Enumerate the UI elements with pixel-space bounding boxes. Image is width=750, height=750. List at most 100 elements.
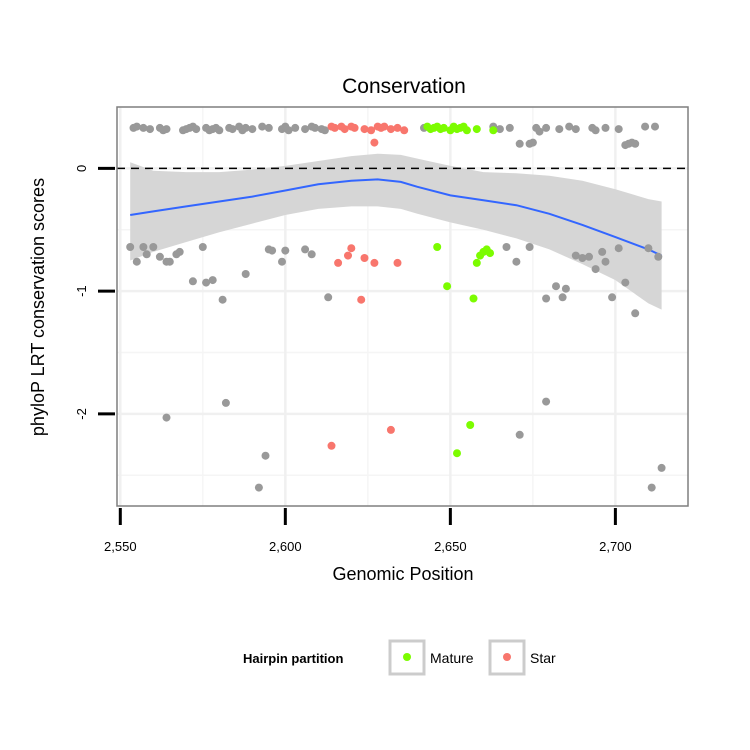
point-other [555, 125, 564, 134]
legend-mature-swatch [403, 653, 411, 661]
point-star [400, 126, 409, 135]
x-tick-label: 2,550 [104, 539, 137, 554]
point-star [357, 295, 366, 304]
point-other [139, 123, 148, 132]
point-other [614, 244, 623, 253]
smooth-trend-line [130, 178, 663, 257]
x-tick-label: 2,650 [434, 539, 467, 554]
point-other [241, 123, 250, 132]
point-other [565, 122, 574, 131]
point-other [221, 398, 230, 407]
point-other [248, 125, 257, 134]
y-tick-label: 0 [74, 165, 89, 172]
point-other [542, 123, 551, 132]
point-other [291, 123, 300, 132]
point-other [254, 483, 263, 492]
point-other [591, 126, 600, 135]
point-star [386, 125, 395, 134]
point-mature [469, 294, 478, 303]
point-other [162, 413, 171, 422]
point-other [608, 293, 617, 302]
point-other [202, 278, 211, 287]
point-star [380, 122, 389, 131]
point-other [261, 451, 270, 460]
point-other [215, 126, 224, 135]
point-mature [466, 421, 475, 429]
point-mature [486, 249, 494, 258]
point-other [162, 125, 171, 134]
point-other [535, 127, 544, 136]
y-axis-title: phyloP LRT conservation scores [28, 178, 48, 436]
point-other [307, 250, 316, 259]
point-star [370, 138, 379, 147]
point-other [284, 126, 293, 135]
point-other [502, 243, 511, 251]
point-other [631, 309, 640, 318]
point-other [132, 122, 141, 131]
point-other [654, 252, 663, 261]
point-other [571, 125, 580, 134]
point-other [324, 293, 333, 302]
point-other [598, 247, 607, 256]
point-star [393, 123, 402, 132]
y-axis: 0 -1 -2 [74, 165, 115, 420]
point-other [278, 257, 286, 266]
point-other [542, 397, 551, 406]
point-other [525, 243, 534, 251]
point-star [370, 258, 379, 267]
point-mature [472, 258, 481, 267]
point-star [327, 441, 336, 450]
legend-star-swatch [503, 653, 511, 661]
legend-label-star: Star [530, 650, 556, 666]
point-other [218, 295, 227, 304]
point-other [192, 125, 201, 134]
point-other [165, 257, 174, 266]
point-other [591, 265, 600, 274]
point-star [340, 125, 349, 134]
point-other [188, 277, 197, 286]
legend-label-mature: Mature [430, 650, 474, 666]
point-mature [433, 243, 442, 251]
smooth-line [130, 178, 663, 257]
point-other [657, 463, 666, 472]
point-other [142, 250, 151, 259]
point-other [631, 139, 640, 148]
x-axis-title: Genomic Position [332, 564, 473, 584]
point-other [528, 138, 537, 147]
point-other [512, 257, 521, 266]
point-other [614, 125, 623, 134]
point-star [367, 126, 376, 135]
point-mature [489, 126, 498, 135]
point-other [301, 125, 310, 134]
point-other [644, 244, 653, 253]
chart-title: Conservation [342, 75, 466, 98]
point-other [126, 243, 135, 251]
point-other [149, 243, 158, 251]
point-other [241, 270, 250, 278]
point-star [347, 244, 356, 253]
y-tick-label: -1 [74, 285, 89, 297]
point-mature [443, 282, 452, 291]
point-star [334, 258, 343, 267]
point-other [258, 122, 267, 131]
point-other [311, 123, 319, 132]
point-other [146, 125, 154, 134]
point-other [208, 276, 217, 285]
point-other [505, 123, 514, 132]
point-other [155, 252, 164, 261]
point-other [601, 257, 610, 266]
point-star [350, 123, 359, 132]
point-other [301, 245, 310, 254]
plot-panel [116, 106, 689, 507]
point-other [651, 122, 659, 131]
point-star [360, 125, 369, 134]
point-mature [462, 126, 471, 135]
y-tick-label: -2 [74, 408, 89, 420]
point-mature [439, 123, 448, 132]
point-other [647, 483, 656, 492]
point-star [344, 251, 352, 260]
confidence-band-area [130, 153, 662, 310]
point-other [641, 122, 650, 131]
point-mature [472, 125, 481, 134]
legend: Hairpin partition Mature Star [243, 639, 556, 676]
